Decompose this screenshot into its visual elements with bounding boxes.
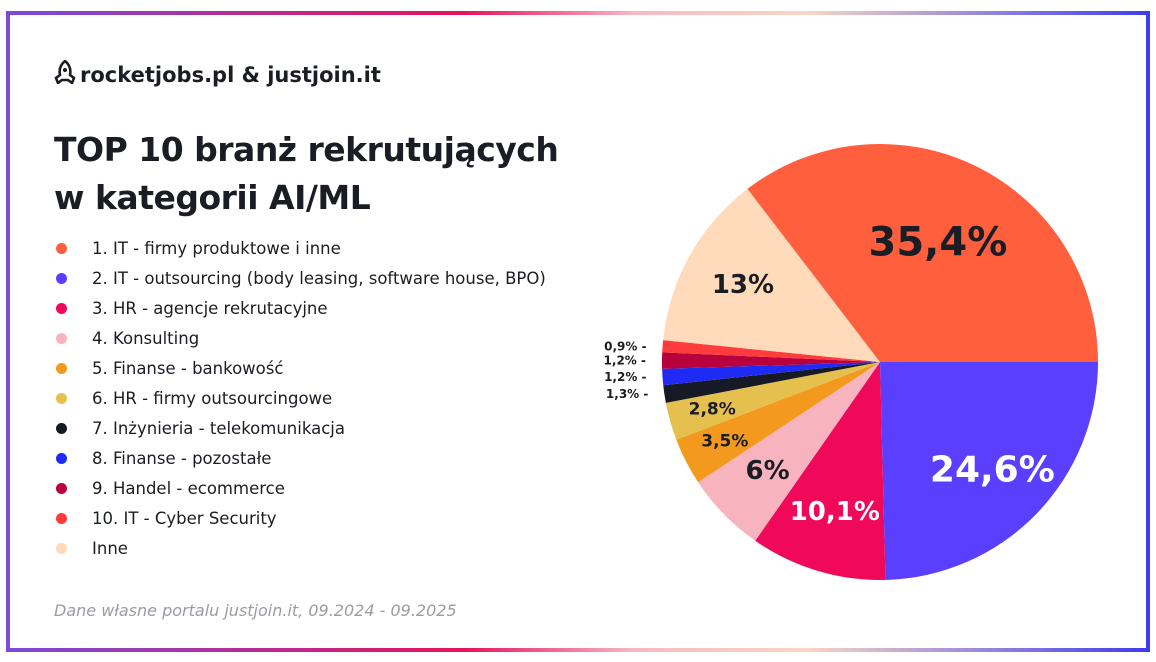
legend-dot xyxy=(56,482,67,494)
legend-item: 9. Handel - ecommerce xyxy=(54,473,546,503)
legend-label: Inne xyxy=(92,538,128,558)
legend-dot xyxy=(56,392,67,404)
legend-dot xyxy=(56,272,67,284)
logo-text: rocketjobs.pl & justjoin.it xyxy=(80,62,381,87)
title-line-1: TOP 10 branż rekrutujących xyxy=(54,130,559,169)
legend-label: 9. Handel - ecommerce xyxy=(92,478,285,498)
legend-dot xyxy=(56,332,67,344)
legend-item: 1. IT - firmy produktowe i inne xyxy=(54,233,546,263)
pie-slice xyxy=(755,362,886,580)
legend-item: 10. IT - Cyber Security xyxy=(54,503,546,533)
pie-slice xyxy=(663,362,880,403)
legend-label: 10. IT - Cyber Security xyxy=(92,508,277,528)
slice-label: 1,3% - xyxy=(606,387,648,401)
legend-item: 7. Inżynieria - telekomunikacja xyxy=(54,413,546,443)
legend-label: 4. Konsulting xyxy=(92,328,200,348)
pie-slice xyxy=(662,352,880,369)
slice-label: 2,8% xyxy=(689,400,736,420)
legend-label: 8. Finanse - pozostałe xyxy=(92,448,272,468)
legend-item: 4. Konsulting xyxy=(54,323,546,353)
slice-label: 24,6% xyxy=(930,450,1055,491)
legend-dot xyxy=(56,242,67,254)
pie-slice xyxy=(676,362,880,483)
legend: 1. IT - firmy produktowe i inne 2. IT - o… xyxy=(54,233,546,563)
slice-label: 6% xyxy=(746,456,790,486)
pie-slice xyxy=(665,362,880,440)
legend-label: 2. IT - outsourcing (body leasing, softw… xyxy=(92,268,546,288)
title-line-2: w kategorii AI/ML xyxy=(54,178,371,217)
logo: rocketjobs.pl & justjoin.it xyxy=(54,59,381,89)
legend-dot xyxy=(56,452,67,464)
legend-dot xyxy=(56,542,67,554)
rocket-icon xyxy=(54,59,76,89)
pie-slice xyxy=(662,340,880,362)
slice-label: 10,1% xyxy=(790,497,880,527)
legend-item: 2. IT - outsourcing (body leasing, softw… xyxy=(54,263,546,293)
pie-slice xyxy=(880,362,1098,580)
slice-label: 1,2% - xyxy=(604,354,646,368)
pie-slice xyxy=(747,144,1098,362)
legend-dot xyxy=(56,512,67,524)
legend-label: 5. Finanse - bankowość xyxy=(92,358,284,378)
legend-dot xyxy=(56,362,67,374)
legend-item: 5. Finanse - bankowość xyxy=(54,353,546,383)
legend-item: 3. HR - agencje rekrutacyjne xyxy=(54,293,546,323)
legend-label: 3. HR - agencje rekrutacyjne xyxy=(92,298,328,318)
pie-slice xyxy=(663,188,880,362)
legend-label: 1. IT - firmy produktowe i inne xyxy=(92,238,341,258)
legend-dot xyxy=(56,422,67,434)
slice-label: 35,4% xyxy=(869,220,1008,266)
legend-item: 6. HR - firmy outsourcingowe xyxy=(54,383,546,413)
legend-label: 6. HR - firmy outsourcingowe xyxy=(92,388,333,408)
pie-slice xyxy=(662,362,880,386)
slice-label: 13% xyxy=(712,270,774,300)
legend-label: 7. Inżynieria - telekomunikacja xyxy=(92,418,345,438)
slice-label: 3,5% xyxy=(701,432,748,452)
legend-item: Inne xyxy=(54,533,546,563)
page-title: TOP 10 branż rekrutujących w kategorii A… xyxy=(54,126,559,222)
slice-label: 0,9% - xyxy=(604,339,646,353)
slice-label: 1,2% - xyxy=(604,370,646,384)
legend-item: 8. Finanse - pozostałe xyxy=(54,443,546,473)
legend-dot xyxy=(56,302,67,314)
pie-slice xyxy=(698,362,880,541)
source-footer: Dane własne portalu justjoin.it, 09.2024… xyxy=(54,601,457,620)
